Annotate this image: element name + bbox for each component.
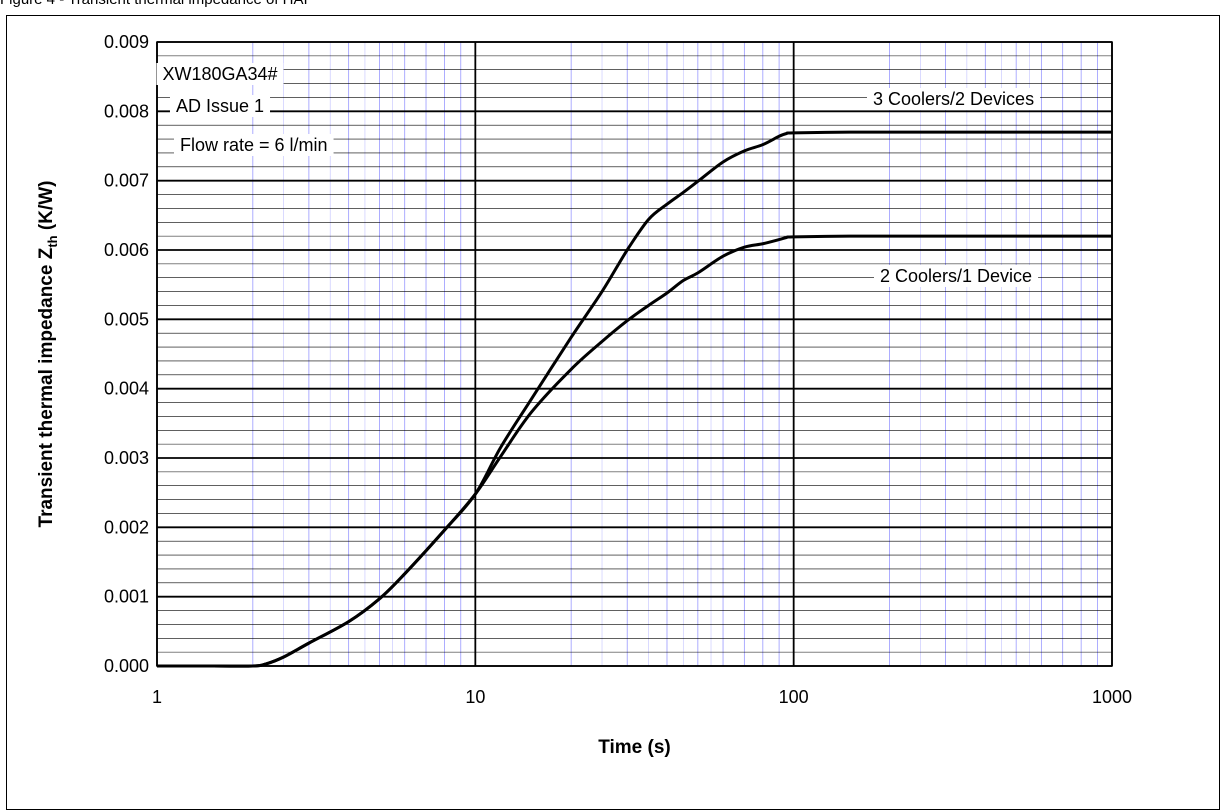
y-tick-label: 0.000	[104, 656, 149, 676]
y-tick-label: 0.008	[104, 101, 149, 121]
plot-area	[156, 41, 1113, 667]
y-tick-label: 0.002	[104, 517, 149, 537]
figure-caption: Figure 4 - Transient thermal impedance o…	[0, 0, 308, 8]
y-axis-label-main: Transient thermal impedance Z	[36, 247, 57, 527]
y-tick-label: 0.005	[104, 309, 149, 329]
y-tick-label: 0.001	[104, 587, 149, 607]
annotation-labels: XW180GA34# AD Issue 1 Flow rate = 6 l/mi…	[156, 63, 334, 156]
x-tick-label: 10	[465, 687, 485, 707]
y-tick-label: 0.003	[104, 448, 149, 468]
annotation-issue: AD Issue 1	[176, 96, 264, 116]
minor-grid-x	[252, 42, 1098, 666]
y-tick-label: 0.009	[104, 32, 149, 52]
y-tick-label: 0.007	[104, 171, 149, 191]
series-label-2-coolers: 2 Coolers/1 Device	[880, 266, 1032, 286]
series-lines	[156, 130, 1113, 668]
x-axis-label: Time (s)	[598, 737, 671, 758]
series-line-0	[156, 130, 1112, 668]
annotation-flow: Flow rate = 6 l/min	[180, 135, 328, 155]
x-tick-label: 100	[779, 687, 809, 707]
y-tick-label: 0.004	[104, 379, 149, 399]
annotation-part-bg	[156, 63, 284, 85]
x-tick-label: 1000	[1092, 687, 1132, 707]
y-axis-label: Transient thermal impedance Zth (K/W)	[36, 181, 60, 528]
series-label-3-coolers: 3 Coolers/2 Devices	[873, 89, 1034, 109]
series-labels: 3 Coolers/2 Devices 2 Coolers/1 Device	[867, 88, 1041, 287]
series-label-2-coolers-bg	[874, 265, 1039, 287]
y-axis-label-sub: th	[45, 235, 60, 247]
annotation-issue-bg	[169, 95, 271, 117]
annotation-flow-bg	[174, 134, 334, 156]
figure-frame	[6, 15, 1220, 810]
y-tick-labels: 0.000 0.001 0.002 0.003 0.004 0.005 0.006 0.007…	[104, 32, 149, 676]
x-tick-labels: 1 10 100 1000	[152, 687, 1132, 707]
y-tick-label: 0.006	[104, 240, 149, 260]
annotation-part: XW180GA34#	[162, 64, 277, 84]
x-tick-label: 1	[152, 687, 162, 707]
series-label-3-coolers-bg	[867, 88, 1041, 110]
series-line-1	[156, 234, 1113, 668]
y-axis-label-unit: (K/W)	[36, 181, 57, 231]
